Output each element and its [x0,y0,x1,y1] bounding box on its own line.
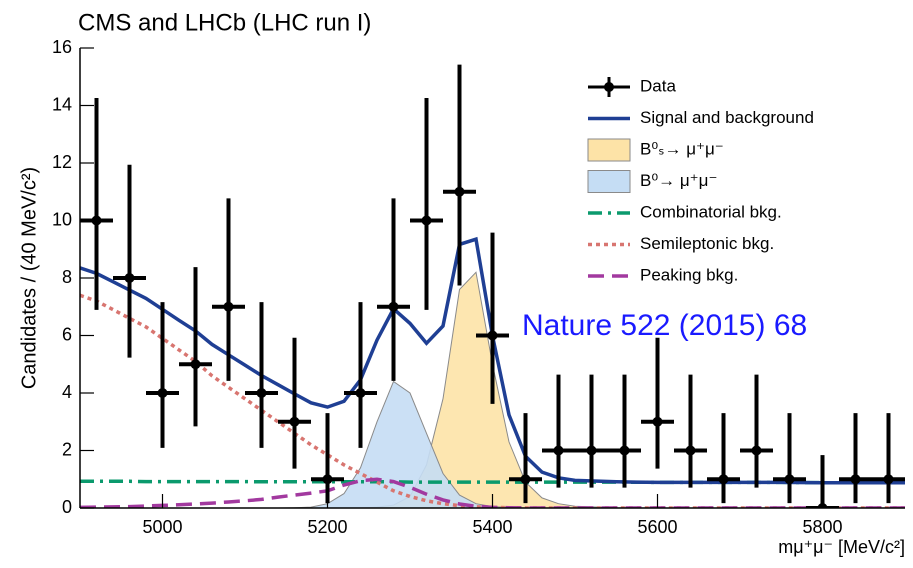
data-point [619,445,630,456]
data-point [91,215,102,226]
data-point [520,474,531,485]
data-point [157,388,168,398]
y-tick-label: 0 [62,497,72,517]
x-tick-label: 5000 [142,517,182,537]
legend-label: Signal and background [640,108,814,127]
line [80,293,905,508]
y-tick-label: 8 [62,267,72,287]
data-point [355,388,366,398]
y-tick-label: 2 [62,439,72,459]
y-axis-label: Candidates / (40 MeV/c²) [18,167,40,389]
y-tick-label: 6 [62,324,72,344]
data-point [124,273,135,283]
data-point [421,215,432,226]
data-point [718,474,729,485]
x-tick-label: 5800 [802,517,842,537]
data-point [850,474,861,485]
annotation: Nature 522 (2015) 68 [522,309,807,342]
data-point [454,186,465,197]
y-tick-label: 4 [62,382,72,402]
legend-label: Peaking bkg. [640,265,738,284]
legend-symbol [604,82,614,92]
legend-symbol [587,170,631,193]
data-point [883,474,894,485]
legend-label: Combinatorial bkg. [640,202,782,221]
data-point [784,474,795,485]
x-tick-label: 5400 [472,517,512,537]
data-point [223,301,234,312]
y-tick-label: 10 [52,209,72,229]
x-tick-label: 5200 [307,517,347,537]
legend-label: Semileptonic bkg. [640,234,774,253]
data-point [586,445,597,456]
x-tick-label: 5600 [637,517,677,537]
data-point [487,330,498,341]
y-tick-label: 14 [52,94,72,114]
data-point [685,445,696,456]
data-point [553,445,564,456]
data-point [751,445,762,456]
legend: Data Signal and background B⁰ₛ→ μ⁺μ⁻ B⁰→ μ⁺… [587,76,814,284]
chart-title: CMS and LHCb (LHC run I) [78,9,371,36]
y-tick-label: 16 [52,37,72,57]
overlay: 0 2 4 6 8 10 12 14 16 5000 5200 5400 5600 5800 Data Sig… [52,37,905,537]
legend-label: Data [640,76,676,95]
x-axis-label: mμ⁺μ⁻ [MeV/c²] [778,537,905,557]
legend-label: B⁰ₛ→ μ⁺μ⁻ [640,139,724,158]
data-point [190,359,201,370]
legend-symbol [587,138,631,162]
legend-label: B⁰→ μ⁺μ⁻ [640,171,717,190]
plot-area [80,64,905,508]
y-tick-label: 12 [52,152,72,172]
area [80,380,905,508]
data-point [289,416,300,427]
line [80,477,905,508]
data-point [322,474,333,485]
data-point [256,388,267,398]
data-point [388,301,399,312]
data-point [652,416,663,427]
